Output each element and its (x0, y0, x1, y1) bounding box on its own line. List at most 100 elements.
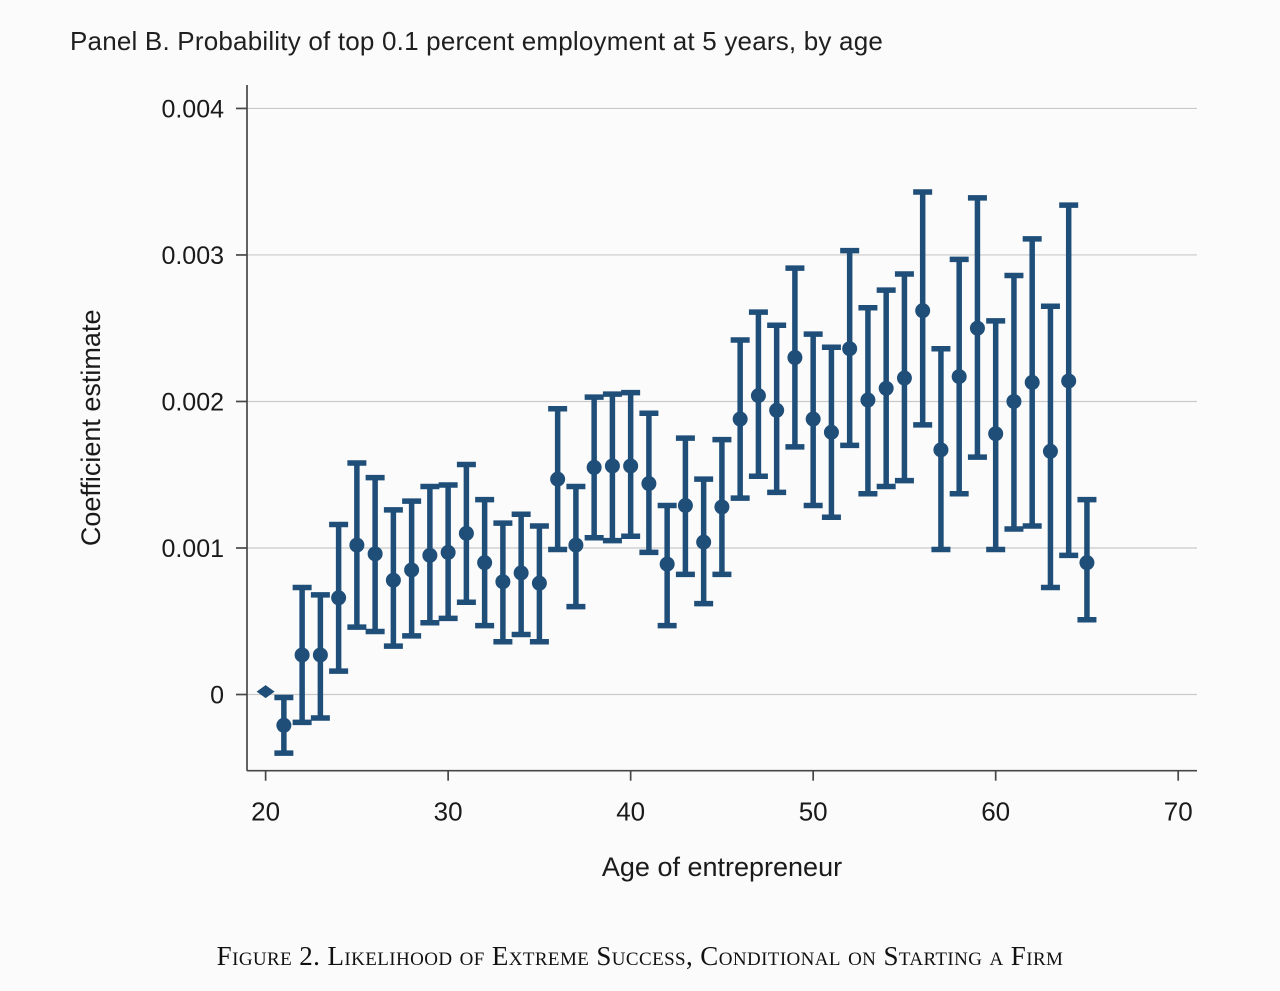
error-bar-age-45 (712, 436, 732, 578)
point-marker (623, 458, 639, 474)
error-bar-age-38 (584, 394, 604, 541)
point-marker (550, 471, 566, 487)
error-bar-age-23 (310, 592, 330, 721)
point-marker (842, 341, 858, 357)
point-marker (440, 544, 456, 560)
point-marker (696, 534, 712, 550)
error-bar-age-62 (1022, 236, 1042, 529)
point-marker (458, 525, 474, 541)
error-bar-age-42 (657, 502, 677, 629)
error-bar-age-40 (621, 389, 641, 540)
point-marker (531, 575, 547, 591)
point-marker (659, 556, 675, 572)
error-bar-age-24 (329, 521, 349, 674)
error-bar-age-59 (967, 195, 987, 460)
point-marker (1024, 374, 1040, 390)
point-marker (331, 590, 347, 606)
y-tick-label: 0 (210, 682, 224, 710)
point-marker (495, 574, 511, 590)
x-tick-label: 70 (1164, 797, 1193, 827)
point-marker (769, 402, 785, 418)
point-marker (404, 562, 420, 578)
point-marker (1006, 393, 1022, 409)
point-marker (823, 424, 839, 440)
point-marker (422, 547, 438, 563)
error-bar-age-22 (292, 584, 312, 726)
error-bar-age-20 (256, 685, 275, 699)
error-bar-age-34 (511, 511, 531, 638)
y-tick-label: 0.003 (161, 242, 224, 270)
point-marker (367, 546, 383, 562)
error-bar-age-21 (274, 694, 294, 756)
point-marker (750, 388, 766, 404)
error-bar-age-56 (913, 189, 933, 428)
point-marker (385, 572, 401, 588)
error-bar-age-27 (383, 507, 403, 649)
point-marker (915, 303, 931, 319)
error-bar-age-41 (639, 410, 659, 556)
error-bar-age-49 (785, 265, 805, 450)
error-bar-age-52 (840, 247, 860, 449)
x-tick-label: 60 (981, 797, 1010, 827)
point-marker (933, 442, 949, 458)
error-bar-age-33 (493, 520, 513, 645)
point-marker (294, 647, 310, 663)
point-marker (276, 717, 292, 733)
point-marker (586, 459, 602, 475)
error-bar-age-54 (876, 287, 896, 490)
y-tick-label: 0.001 (161, 535, 224, 563)
x-axis-title: Age of entrepreneur (602, 852, 842, 882)
point-marker (896, 370, 912, 386)
error-bar-age-25 (347, 460, 367, 630)
y-axis-title: Coefficient estimate (76, 310, 106, 547)
point-marker (1042, 443, 1058, 459)
point-marker (477, 555, 493, 571)
point-marker (349, 537, 365, 553)
panel-title: Panel B. Probability of top 0.1 percent … (70, 26, 884, 56)
error-bar-age-31 (456, 461, 476, 605)
point-marker (1061, 373, 1077, 389)
error-bar-age-32 (475, 496, 495, 629)
point-marker (988, 426, 1004, 442)
error-bar-age-64 (1059, 202, 1079, 559)
point-marker (714, 499, 730, 515)
error-bar-age-50 (803, 331, 823, 509)
error-bar-age-65 (1077, 496, 1097, 623)
error-bar-age-44 (694, 476, 714, 607)
x-tick-label: 30 (434, 797, 463, 827)
error-bar-age-30 (438, 482, 458, 622)
error-bar-age-26 (365, 474, 385, 635)
point-marker (604, 458, 620, 474)
point-marker (951, 369, 967, 385)
error-bar-age-39 (602, 391, 622, 544)
y-tick-label: 0.002 (161, 388, 224, 416)
coefficient-plot: 0 0.001 0.002 0.003 0.004 20 30 40 50 60 70 Age of … (76, 85, 1197, 882)
point-marker (1079, 555, 1095, 571)
point-marker (787, 350, 803, 366)
error-bar-age-55 (894, 271, 914, 484)
point-marker (969, 320, 985, 336)
error-bar-age-63 (1040, 303, 1060, 591)
error-bar-age-35 (529, 523, 549, 645)
error-bar-age-36 (548, 406, 568, 553)
error-bar-age-46 (730, 337, 750, 501)
x-tick-label: 40 (616, 797, 645, 827)
point-marker-diamond (256, 685, 275, 699)
point-marker (641, 476, 657, 492)
error-bar-age-60 (986, 318, 1006, 553)
y-tick-label: 0.004 (161, 95, 224, 123)
error-bar-age-53 (858, 304, 878, 497)
point-marker (312, 647, 328, 663)
point-marker (513, 565, 529, 581)
error-bar-age-61 (1004, 272, 1024, 532)
error-bar-age-28 (402, 498, 422, 639)
error-bar-age-47 (748, 309, 768, 479)
point-marker (568, 537, 584, 553)
x-tick-label: 50 (799, 797, 828, 827)
error-bar-age-58 (949, 256, 969, 497)
x-tick-label: 20 (251, 797, 280, 827)
error-bar-age-37 (566, 483, 586, 610)
error-bar-age-51 (821, 344, 841, 520)
point-marker (805, 411, 821, 427)
